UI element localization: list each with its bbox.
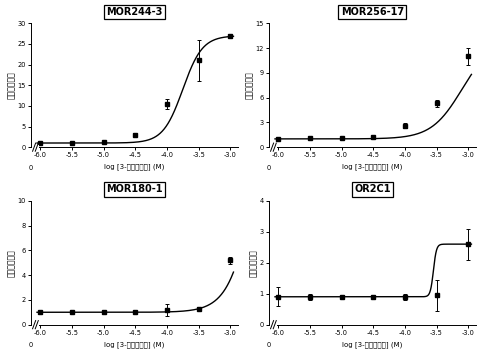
X-axis label: log [3-甲硫基丙醉] (M): log [3-甲硫基丙醉] (M): [104, 164, 165, 170]
Text: 0: 0: [28, 164, 33, 170]
Y-axis label: 响应变化倍数: 响应变化倍数: [245, 71, 254, 99]
X-axis label: log [3-甲硫基丙醉] (M): log [3-甲硫基丙醉] (M): [104, 341, 165, 348]
Text: 0: 0: [28, 342, 33, 348]
Text: 0: 0: [267, 342, 271, 348]
Title: MOR180-1: MOR180-1: [106, 185, 163, 195]
Y-axis label: 响应变化倍数: 响应变化倍数: [249, 249, 258, 277]
Y-axis label: 响应变化倍数: 响应变化倍数: [7, 71, 16, 99]
Text: 0: 0: [267, 164, 271, 170]
Y-axis label: 响应变化倍数: 响应变化倍数: [7, 249, 16, 277]
Title: OR2C1: OR2C1: [354, 185, 391, 195]
X-axis label: log [3-甲硫基丙醉] (M): log [3-甲硫基丙醉] (M): [342, 164, 402, 170]
Title: MOR256-17: MOR256-17: [341, 7, 404, 17]
X-axis label: log [3-甲硫基丙醉] (M): log [3-甲硫基丙醉] (M): [342, 341, 402, 348]
Title: MOR244-3: MOR244-3: [106, 7, 162, 17]
